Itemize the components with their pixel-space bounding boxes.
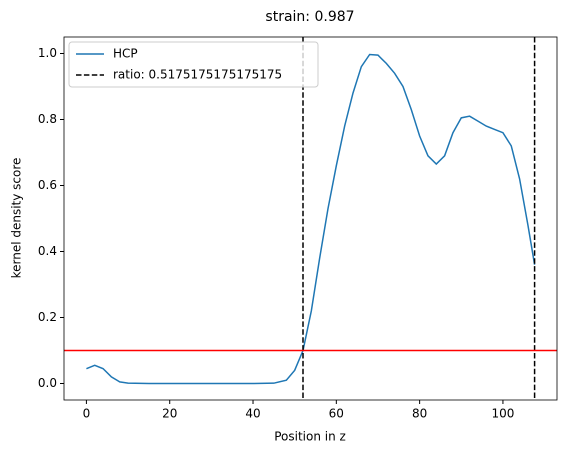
x-tick-label: 100 — [491, 407, 514, 421]
x-tick-label: 20 — [162, 407, 177, 421]
y-tick-label: 0.4 — [38, 244, 57, 258]
chart-title: strain: 0.987 — [265, 9, 354, 25]
y-tick-label: 0.8 — [38, 112, 57, 126]
x-tick-label: 0 — [83, 407, 91, 421]
y-tick-label: 0.2 — [38, 310, 57, 324]
legend-box — [68, 41, 319, 88]
y-tick-label: 0.6 — [38, 178, 57, 192]
line-series — [86, 53, 536, 385]
legend-label: ratio: 0.5175175175175175 — [113, 68, 282, 82]
x-tick-label: 60 — [329, 407, 344, 421]
x-tick-label: 40 — [245, 407, 260, 421]
plot-frame — [63, 36, 558, 401]
y-tick-label: 1.0 — [38, 46, 57, 60]
y-axis-label: kernel density score — [10, 158, 24, 279]
legend-label: HCP — [113, 47, 138, 61]
x-axis-label: Position in z — [274, 430, 346, 444]
x-tick-label: 80 — [412, 407, 427, 421]
y-tick-label: 0.0 — [38, 376, 57, 390]
